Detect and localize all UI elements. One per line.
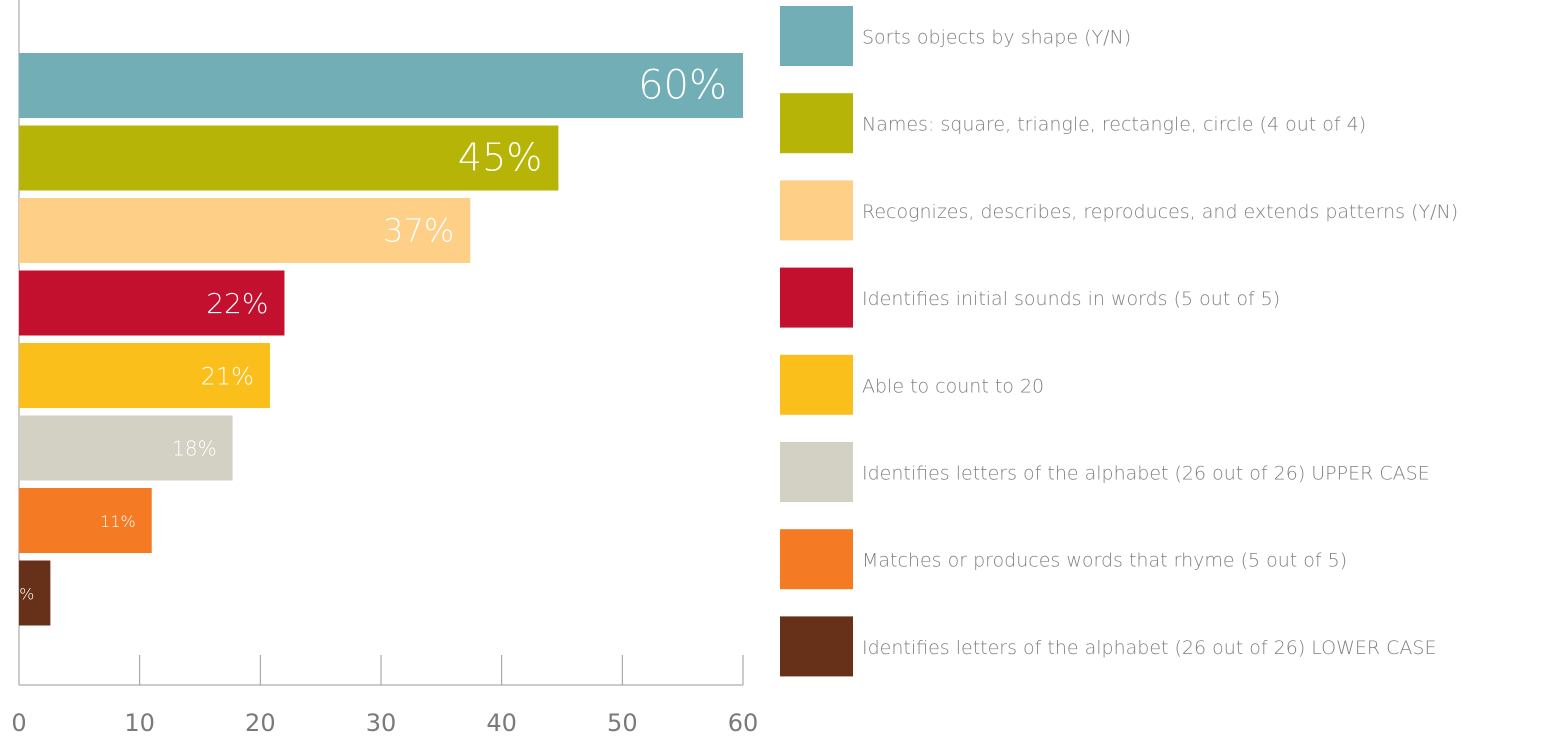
value-label: 21%	[201, 363, 254, 391]
legend-label: Matches or produces words that rhyme (5 …	[862, 550, 1347, 572]
x-tick-label: 60	[728, 709, 759, 737]
legend-label: Identifies letters of the alphabet (26 o…	[862, 637, 1437, 659]
value-label: 11%	[100, 512, 136, 531]
bar	[19, 53, 743, 118]
bar	[19, 198, 471, 263]
x-tick-label: 10	[124, 709, 155, 737]
legend-swatch	[780, 442, 853, 502]
legend-label: Recognizes, describes, reproduces, and e…	[862, 201, 1458, 223]
legend-label: Names: square, triangle, rectangle, circ…	[862, 114, 1366, 136]
value-label: 18%	[172, 437, 216, 461]
legend-swatch	[780, 180, 853, 241]
legend-label: Identifies letters of the alphabet (26 o…	[862, 463, 1430, 485]
value-label: 37%	[383, 212, 454, 250]
legend-swatch	[780, 616, 853, 677]
x-tick-label: 0	[11, 709, 26, 737]
value-label: 45%	[458, 136, 542, 180]
legend-swatch	[780, 354, 853, 415]
bar	[19, 270, 285, 336]
x-tick-label: 40	[486, 709, 517, 737]
x-tick-label: 20	[245, 709, 276, 737]
legend-swatch	[780, 267, 853, 328]
value-label: 22%	[206, 287, 268, 320]
x-tick-label: 30	[366, 709, 397, 737]
legend-swatch	[780, 529, 853, 590]
bar	[19, 343, 270, 408]
legend-label: Able to count to 20	[862, 375, 1044, 397]
bar	[19, 125, 559, 191]
x-tick-label: 50	[607, 709, 638, 737]
value-label: 60%	[638, 63, 727, 109]
bar	[19, 560, 51, 626]
bar	[19, 488, 152, 553]
value-label: 3%	[9, 585, 34, 604]
legend-swatch	[780, 6, 853, 66]
legend-label: Sorts objects by shape (Y/N)	[862, 27, 1131, 49]
legend-swatch	[780, 93, 853, 154]
bar	[19, 415, 233, 481]
legend-label: Identifies initial sounds in words (5 ou…	[862, 288, 1280, 310]
